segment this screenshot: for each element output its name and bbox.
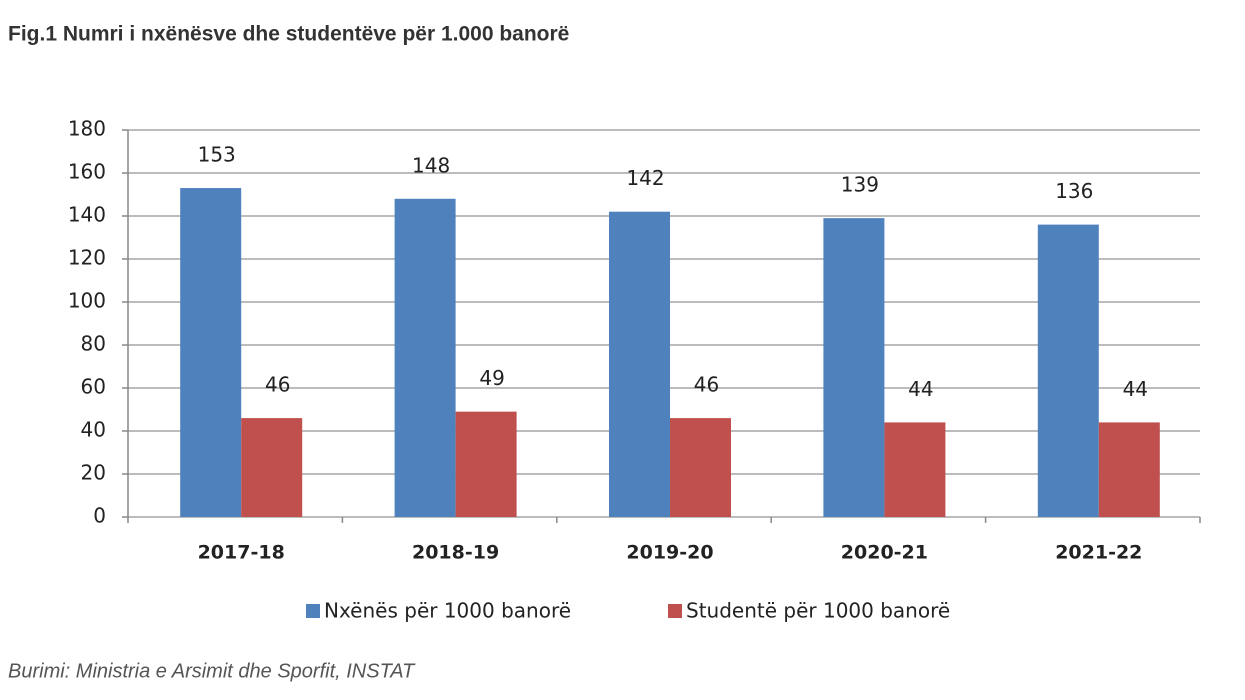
y-tick-label: 60 bbox=[81, 375, 106, 399]
value-label: 49 bbox=[479, 366, 504, 390]
y-tick-label: 120 bbox=[68, 246, 106, 270]
bar bbox=[180, 188, 242, 518]
value-label: 46 bbox=[694, 373, 719, 397]
value-label: 136 bbox=[1055, 179, 1093, 203]
y-tick-label: 100 bbox=[68, 289, 106, 313]
y-tick-label: 140 bbox=[68, 203, 106, 227]
x-tick-label: 2020-21 bbox=[841, 542, 928, 564]
y-tick-label: 160 bbox=[68, 160, 106, 184]
value-label: 44 bbox=[1123, 377, 1148, 401]
bar bbox=[1098, 422, 1160, 517]
bar bbox=[609, 211, 670, 517]
bar bbox=[884, 422, 946, 517]
bar bbox=[823, 218, 885, 517]
legend-swatch bbox=[668, 604, 682, 618]
bar bbox=[455, 411, 517, 517]
y-tick-label: 80 bbox=[81, 332, 106, 356]
legend-label: Nxënës për 1000 banorë bbox=[324, 599, 571, 623]
x-tick-label: 2019-20 bbox=[626, 542, 713, 564]
value-label: 44 bbox=[908, 377, 933, 401]
bar bbox=[670, 418, 731, 517]
value-label: 153 bbox=[198, 143, 236, 167]
value-label: 139 bbox=[841, 173, 879, 197]
legend-label: Studentë për 1000 banorë bbox=[686, 599, 950, 623]
y-tick-label: 40 bbox=[81, 418, 106, 442]
y-tick-label: 180 bbox=[68, 117, 106, 141]
y-tick-label: 20 bbox=[81, 461, 106, 485]
value-label: 142 bbox=[626, 166, 664, 190]
bar bbox=[241, 418, 303, 517]
value-label: 148 bbox=[412, 153, 450, 177]
chart-title: Fig.1 Numri i nxënësve dhe studentëve pë… bbox=[8, 23, 569, 46]
legend-swatch bbox=[306, 604, 320, 618]
y-tick-label: 0 bbox=[93, 504, 106, 528]
source-note: Burimi: Ministria e Arsimit dhe Sporfit,… bbox=[8, 660, 416, 682]
x-tick-label: 2018-19 bbox=[412, 542, 499, 564]
bar bbox=[1037, 224, 1099, 517]
value-label: 46 bbox=[265, 373, 290, 397]
x-tick-label: 2021-22 bbox=[1055, 542, 1142, 564]
x-tick-label: 2017-18 bbox=[198, 542, 285, 564]
bar bbox=[394, 198, 456, 518]
